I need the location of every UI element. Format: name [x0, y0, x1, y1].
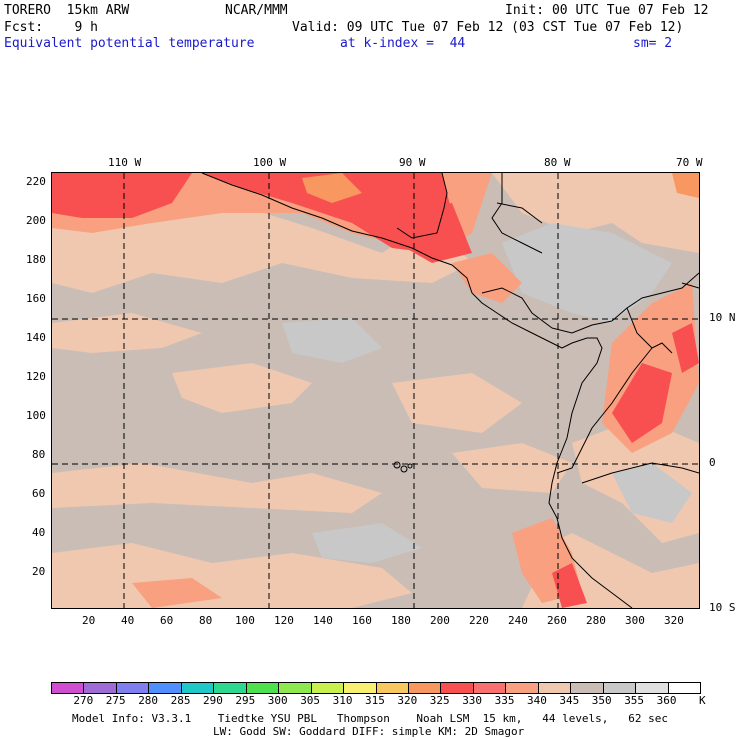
colorbar-level-label: 315 [365, 694, 385, 707]
x-tick: 280 [586, 614, 606, 627]
smoothing-text: sm= 2 [633, 36, 673, 51]
colorbar-level-label: 335 [494, 694, 515, 707]
level-text: at k-index = 44 [340, 36, 466, 51]
valid-time: Valid: 09 UTC Tue 07 Feb 12 (03 CST Tue … [292, 20, 684, 35]
lon-label-90w: 90 W [399, 156, 426, 169]
colorbar-level-label: 300 [267, 694, 288, 707]
colorbar-level-label: 305 [300, 694, 321, 707]
colorbar-unit: K [699, 694, 706, 707]
x-tick: 300 [625, 614, 645, 627]
colorbar-swatch [571, 683, 604, 693]
lon-label-80w: 80 W [544, 156, 571, 169]
colorbar-level-label: 345 [559, 694, 580, 707]
lon-label-110w: 110 W [108, 156, 142, 169]
colorbar-swatch [52, 683, 85, 693]
colorbar-level-label: 340 [527, 694, 547, 707]
init-time: Init: 00 UTC Tue 07 Feb 12 [505, 3, 709, 18]
y-tick: 100 [26, 409, 46, 422]
colorbar-swatch [376, 683, 409, 693]
x-tick: 240 [508, 614, 528, 627]
x-tick: 40 [121, 614, 135, 627]
colorbar-level-label: 355 [624, 694, 645, 707]
colorbar-level-label: 350 [591, 694, 612, 707]
forecast-hour: Fcst: 9 h [4, 20, 98, 35]
coastlines [201, 173, 699, 608]
colorbar-level-label: 275 [105, 694, 126, 707]
band-320-325 [302, 173, 699, 203]
galapagos-islands [393, 461, 413, 473]
x-tick: 180 [391, 614, 411, 627]
x-tick: 80 [199, 614, 213, 627]
x-tick: 260 [547, 614, 567, 627]
y-tick: 140 [26, 331, 46, 344]
band-350-355 [282, 223, 692, 563]
x-tick: 200 [430, 614, 450, 627]
x-tick: 320 [664, 614, 684, 627]
colorbar-level-label: 360 [656, 694, 677, 707]
x-tick: 120 [274, 614, 294, 627]
colorbar-swatch [506, 683, 539, 693]
colorbar-swatch [408, 683, 442, 693]
lon-label-100w: 100 W [253, 156, 287, 169]
y-tick: 160 [26, 292, 46, 305]
lat-label-10n: 10 N [709, 311, 736, 324]
colorbar-level-label: 310 [332, 694, 353, 707]
colorbar-swatch [603, 683, 637, 693]
colorbar-swatch [311, 683, 345, 693]
colorbar-swatch [246, 683, 280, 693]
colorbar-level-label: 280 [138, 694, 159, 707]
physics-info: LW: Godd SW: Goddard DIFF: simple KM: 2D… [213, 725, 525, 738]
colorbar-swatch [279, 683, 312, 693]
y-tick: 180 [26, 253, 46, 266]
colorbar-level-label: 325 [429, 694, 450, 707]
y-tick: 80 [32, 448, 46, 461]
colorbar-swatch [668, 683, 701, 693]
model-title: TORERO 15km ARW [4, 3, 130, 18]
colorbar-swatch [181, 683, 215, 693]
colorbar-level-label: 290 [203, 694, 223, 707]
organization: NCAR/MMM [225, 3, 288, 18]
lon-label-70w: 70 W [676, 156, 703, 169]
graticule [52, 173, 699, 608]
field-name: Equivalent potential temperature [4, 36, 255, 51]
y-tick: 200 [26, 214, 46, 227]
x-tick: 100 [235, 614, 255, 627]
lat-label-0: 0 [709, 456, 716, 469]
temperature-field [52, 173, 699, 608]
colorbar-swatch [538, 683, 572, 693]
colorbar-level-label: 320 [397, 694, 418, 707]
colorbar-swatch [473, 683, 507, 693]
x-tick: 220 [469, 614, 489, 627]
x-tick: 140 [313, 614, 333, 627]
map-plot-area [51, 172, 700, 609]
colorbar-level-label: 270 [73, 694, 94, 707]
colorbar-level-label: 285 [170, 694, 191, 707]
x-tick: 160 [352, 614, 372, 627]
band-330-335 [52, 173, 699, 608]
model-info: Model Info: V3.3.1 Tiedtke YSU PBL Thomp… [72, 712, 669, 725]
colorbar-swatch [116, 683, 150, 693]
y-tick: 60 [32, 487, 46, 500]
colorbar-swatch [149, 683, 182, 693]
colorbar-swatch [214, 683, 247, 693]
colorbar-swatch [441, 683, 474, 693]
colorbar-swatch [636, 683, 669, 693]
x-tick: 60 [160, 614, 174, 627]
x-tick: 20 [82, 614, 96, 627]
lat-label-10s: 10 S [709, 601, 736, 614]
colorbar [51, 682, 701, 694]
colorbar-level-label: 295 [235, 694, 256, 707]
y-tick: 220 [26, 175, 46, 188]
y-tick: 40 [32, 526, 46, 539]
y-tick: 120 [26, 370, 46, 383]
colorbar-swatch [84, 683, 117, 693]
colorbar-swatch [344, 683, 377, 693]
colorbar-level-label: 330 [462, 694, 483, 707]
y-tick: 20 [32, 565, 46, 578]
